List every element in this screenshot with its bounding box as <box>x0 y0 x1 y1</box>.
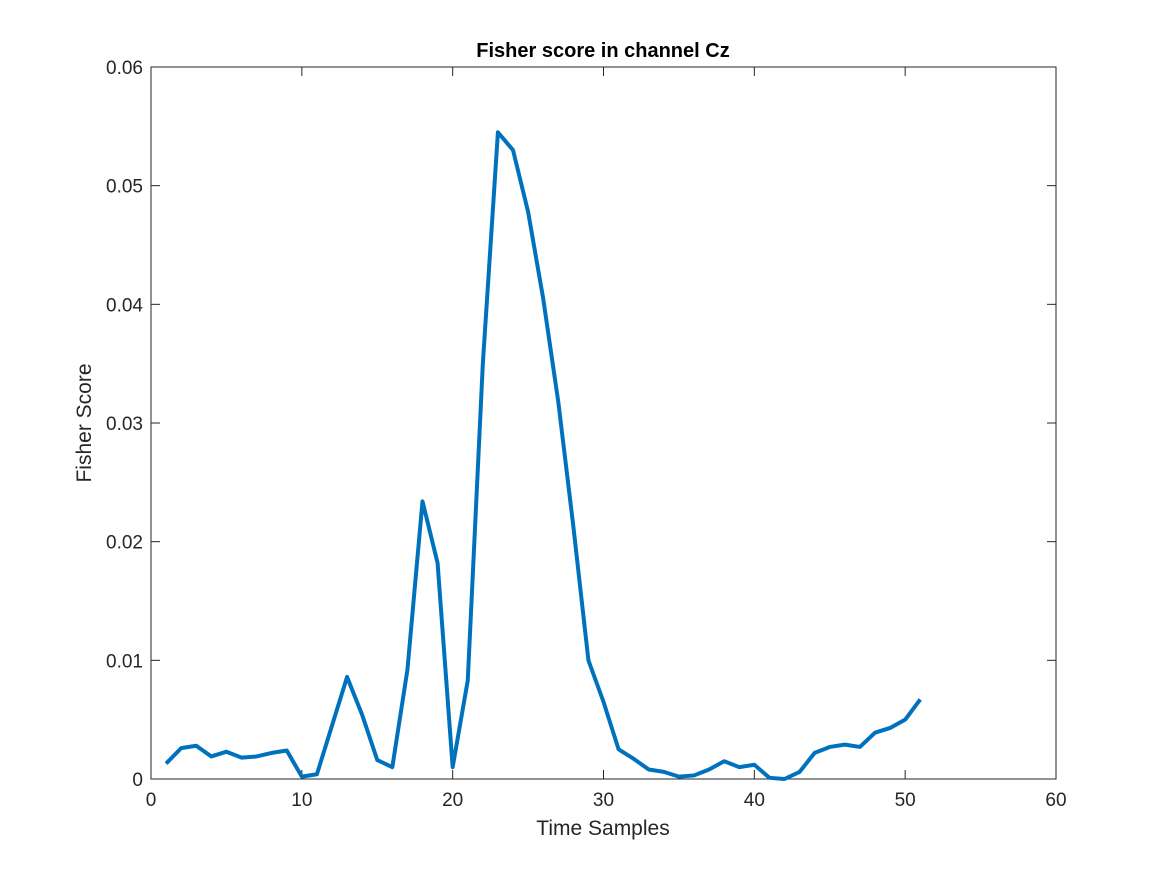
x-tick-label: 10 <box>291 790 312 811</box>
x-tick-label: 20 <box>442 790 463 811</box>
x-tick-label: 30 <box>593 790 614 811</box>
y-tick-label: 0.05 <box>106 177 143 198</box>
x-tick-label: 50 <box>895 790 916 811</box>
x-tick-label: 40 <box>744 790 765 811</box>
y-tick-label: 0 <box>132 770 143 791</box>
x-tick-label: 60 <box>1045 790 1066 811</box>
y-tick-label: 0.01 <box>106 651 143 672</box>
y-tick-label: 0.03 <box>106 414 143 435</box>
y-tick-label: 0.06 <box>106 58 143 79</box>
x-axis-label: Time Samples <box>536 817 669 840</box>
y-tick-label: 0.04 <box>106 295 143 316</box>
x-tick-label: 0 <box>146 790 157 811</box>
chart-title: Fisher score in channel Cz <box>476 40 729 62</box>
series-line <box>164 130 922 781</box>
y-axis-label: Fisher Score <box>73 363 96 482</box>
y-tick-label: 0.02 <box>106 533 143 554</box>
plot-area: 0 10 20 30 40 50 60 0 0.01 0.02 0.03 0.04 0.05 0.06 <box>106 58 1067 811</box>
